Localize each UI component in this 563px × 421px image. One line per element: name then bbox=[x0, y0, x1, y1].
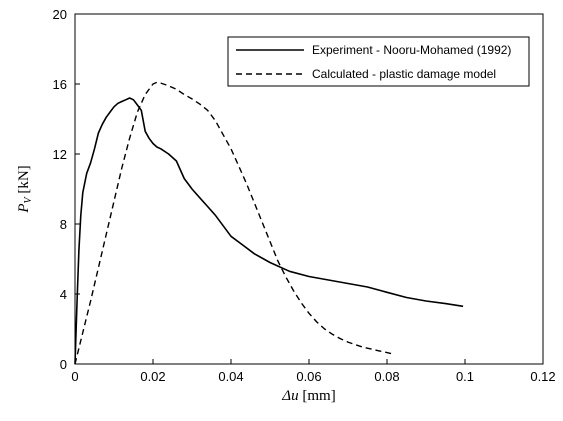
y-tick-label: 20 bbox=[53, 7, 67, 22]
y-tick-label: 0 bbox=[60, 357, 67, 372]
series-line-experiment bbox=[74, 97, 464, 365]
y-axis-label: PV [kN] bbox=[16, 165, 34, 213]
legend-label-calculated: Calculated - plastic damage model bbox=[312, 67, 496, 81]
y-axis-ticks: 0 4 8 12 16 20 bbox=[53, 7, 80, 372]
x-tick-label: 0.1 bbox=[456, 369, 474, 384]
y-tick-label: 12 bbox=[53, 147, 67, 162]
y-axis-label-subscript: V bbox=[23, 196, 34, 204]
x-tick-label: 0.08 bbox=[374, 369, 399, 384]
series-layer bbox=[74, 81, 464, 365]
x-axis-label-unit: [mm] bbox=[299, 388, 336, 404]
y-tick-label: 8 bbox=[60, 217, 67, 232]
x-tick-label: 0.12 bbox=[530, 369, 555, 384]
x-axis-label: Δu [mm] bbox=[281, 388, 335, 404]
x-tick-label: 0.04 bbox=[218, 369, 243, 384]
x-tick-label: 0.06 bbox=[296, 369, 321, 384]
x-tick-label: 0.02 bbox=[140, 369, 165, 384]
y-axis-label-unit: [kN] bbox=[16, 165, 32, 197]
legend-label-experiment: Experiment - Nooru-Mohamed (1992) bbox=[312, 43, 511, 57]
legend-box bbox=[227, 36, 530, 87]
y-axis-label-symbol: P bbox=[16, 204, 32, 214]
x-axis-label-symbol: Δu bbox=[281, 388, 298, 404]
legend: Experiment - Nooru-Mohamed (1992) Calcul… bbox=[227, 36, 530, 87]
y-tick-label: 16 bbox=[53, 77, 67, 92]
x-axis-ticks: 0 0.02 0.04 0.06 0.08 0.1 0.12 bbox=[71, 359, 556, 384]
y-tick-label: 4 bbox=[60, 287, 67, 302]
x-tick-label: 0 bbox=[71, 369, 78, 384]
series-line-calculated bbox=[74, 81, 395, 365]
